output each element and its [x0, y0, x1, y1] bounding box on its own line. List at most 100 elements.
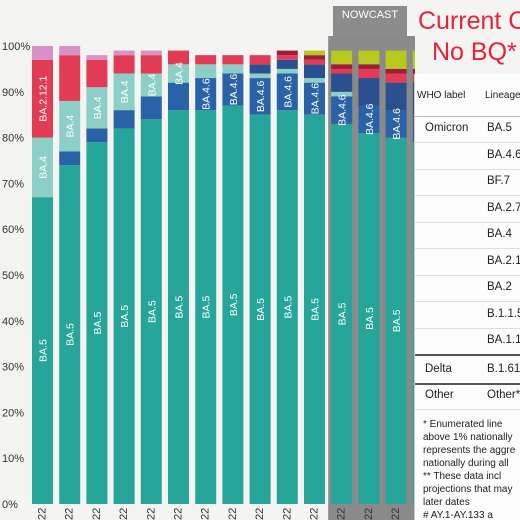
bar-segment — [59, 55, 81, 101]
who-label-cell: Delta — [425, 362, 452, 375]
x-tick-label: 22 — [281, 508, 293, 520]
bar-segment — [168, 110, 189, 505]
bar-segment — [86, 87, 108, 129]
segment-label: BA.5 — [364, 307, 376, 330]
y-tick-label: 20% — [2, 407, 24, 419]
bar-segment — [59, 46, 81, 56]
bar-segment — [140, 55, 162, 74]
bar-segment — [32, 59, 53, 138]
segment-label: BA.5 — [282, 296, 294, 319]
bar-segment — [195, 78, 217, 111]
y-tick-label: 10% — [2, 453, 24, 465]
bar-segment — [412, 50, 415, 69]
table-row: BA.4.6 — [415, 143, 520, 170]
segment-label: BA.5 — [146, 300, 158, 323]
bar-segment — [276, 73, 298, 111]
segment-label: BA.5 — [92, 312, 104, 335]
bar-segment — [86, 59, 108, 88]
segment-label: BA.5 — [201, 296, 213, 319]
table-row: Delta B.1.61 — [415, 357, 520, 385]
table-row: B.1.1.5 — [415, 302, 520, 329]
bar-segment — [59, 151, 81, 166]
footnote-line: later dates — [423, 497, 470, 508]
lineage-cell: B.1.1.5 — [487, 307, 520, 320]
bar-segment — [331, 91, 353, 97]
table-row: BA.2 — [415, 275, 520, 302]
x-tick-label: 22 — [118, 508, 130, 520]
bar-segment — [113, 73, 135, 111]
bar-segment — [168, 50, 189, 65]
headline-line-2: No BQ* — [432, 38, 517, 66]
x-tick-label: 22 — [254, 508, 266, 520]
segment-label: BA.4.6 — [228, 74, 240, 106]
chart-canvas: 100% 90% 80% 70% 60% 50% 40% 30% 20% 10% 0% 22 22 22 2… — [2, 36, 415, 520]
table-row: BA.1.1 — [415, 328, 520, 356]
who-label-cell: Omicron — [425, 122, 469, 134]
segment-label: BA.2.12.1 — [38, 75, 50, 121]
bar-segment — [304, 59, 325, 65]
y-tick-label: 80% — [2, 133, 24, 145]
headline-line-1: Current C — [418, 7, 520, 35]
segment-label: BA.4 — [174, 62, 186, 85]
stacked-bar-chart: 100% 90% 80% 70% 60% 50% 40% 30% 20% 10% 0% 22 22 22 2… — [2, 6, 415, 520]
table-row: BA.2.7 — [415, 196, 520, 223]
bar-segment — [385, 82, 407, 111]
bar-segment — [59, 100, 81, 152]
bar-segment — [304, 114, 325, 504]
x-tick-label: 22 — [200, 508, 212, 520]
segment-label: BA.5 — [174, 296, 186, 319]
bar-segment — [222, 105, 244, 504]
bar-segment — [168, 82, 189, 111]
lineage-cell: BF.7 — [487, 175, 511, 187]
table-row: BA.4 — [415, 222, 520, 249]
bar-segment — [412, 114, 415, 143]
y-tick-label: 90% — [2, 87, 24, 99]
bar-segment — [195, 110, 217, 505]
bar-segment — [385, 73, 407, 83]
segment-label: BA.5 — [255, 298, 267, 321]
bar-segment — [358, 133, 380, 504]
bar-segment — [385, 68, 407, 74]
segment-label: BA.4.6 — [337, 94, 349, 126]
bar-segment — [140, 96, 162, 120]
bar-segment — [385, 50, 407, 69]
bar-segment — [86, 55, 108, 60]
bar-segment — [86, 142, 108, 504]
who-label-cell: Other — [425, 389, 454, 401]
lineage-cell: BA.2.7 — [487, 201, 520, 214]
x-tick-label: 22 — [336, 508, 348, 520]
segment-label: BA.5 — [391, 309, 403, 332]
footnote-line: nationally during all — [423, 458, 509, 469]
x-tick-label: 22 — [37, 508, 49, 520]
bar-segment — [331, 123, 353, 505]
bar-segment — [331, 50, 353, 65]
bar-segment — [331, 64, 353, 69]
bar-segment — [32, 137, 53, 198]
footnote-line: # AY.1-AY.133 a — [423, 510, 493, 520]
bar-segment — [140, 119, 162, 504]
bar-segment — [276, 55, 298, 60]
bar-segment — [276, 59, 298, 69]
lineage-cell: BA.1.1 — [487, 334, 520, 346]
segment-label: BA.5 — [310, 298, 322, 321]
bar-segment — [195, 64, 217, 79]
variant-table: WHO label Lineage Omicron BA.5 BA.4.6 BF.7 B… — [414, 74, 520, 520]
bar-segment — [113, 55, 135, 74]
bar-segment — [304, 78, 325, 83]
bar-segment — [113, 110, 135, 129]
lineage-cell: BA.2.1 — [487, 254, 520, 267]
segment-label: BA.4 — [38, 156, 50, 179]
bar-segment — [249, 64, 271, 74]
bar-segment — [113, 128, 135, 504]
bar-segment — [412, 73, 415, 83]
nowcast-label: NOWCAST — [333, 6, 407, 36]
bar-segment — [358, 78, 380, 106]
y-tick-label: 100% — [2, 41, 30, 53]
footnote-line: ** These data incl — [423, 471, 502, 482]
x-tick-label: 22 — [227, 508, 239, 520]
bar-segment — [249, 78, 271, 115]
header-lineage: Lineage — [485, 90, 520, 101]
bar-segment — [222, 73, 244, 106]
bar-segment — [195, 55, 217, 65]
x-tick-label: 22 — [390, 508, 402, 520]
